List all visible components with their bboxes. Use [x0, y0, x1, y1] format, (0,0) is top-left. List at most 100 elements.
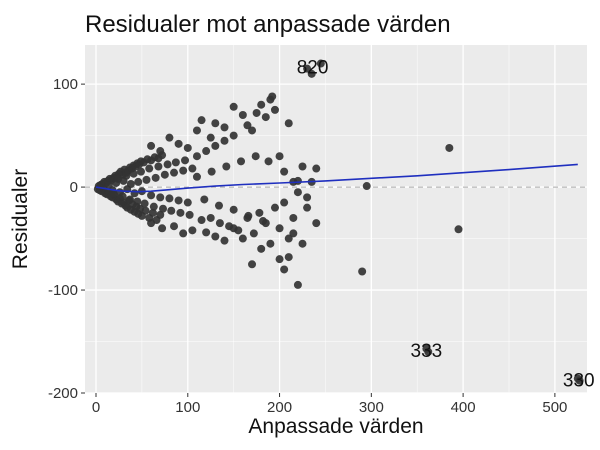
- point-annotation-label: 820: [297, 58, 329, 79]
- data-point: [129, 169, 138, 178]
- data-point: [248, 260, 257, 269]
- data-point: [220, 136, 229, 145]
- data-point: [145, 164, 154, 173]
- data-point: [222, 162, 231, 171]
- data-point: [229, 102, 238, 111]
- data-point: [176, 208, 185, 217]
- data-point: [202, 147, 211, 156]
- data-point: [284, 119, 293, 128]
- y-tick-label: 100: [53, 76, 78, 93]
- data-point: [192, 126, 201, 135]
- data-point: [104, 181, 113, 190]
- data-point: [170, 222, 179, 231]
- data-point: [289, 229, 298, 238]
- data-point: [293, 176, 302, 185]
- data-point: [358, 267, 367, 276]
- plot-panel: [85, 45, 587, 393]
- data-point: [211, 119, 220, 128]
- y-tick-label: -200: [48, 385, 78, 402]
- data-point: [197, 116, 206, 125]
- data-point: [158, 224, 167, 233]
- data-point: [167, 206, 176, 215]
- data-point: [266, 239, 275, 248]
- data-point: [238, 111, 247, 120]
- data-point: [134, 177, 143, 186]
- data-point: [312, 164, 321, 173]
- data-point: [156, 193, 165, 202]
- data-point: [303, 193, 312, 202]
- data-point: [255, 208, 264, 217]
- data-point: [170, 168, 179, 177]
- data-point: [275, 224, 284, 233]
- y-axis-ticks: -200 -100 0 100: [48, 76, 85, 402]
- data-point: [149, 202, 158, 211]
- data-point: [202, 228, 211, 237]
- data-point: [445, 143, 454, 152]
- data-point: [237, 157, 246, 166]
- data-point: [248, 126, 257, 135]
- data-point: [243, 121, 252, 130]
- data-point: [238, 234, 247, 243]
- data-point: [261, 219, 270, 228]
- data-point: [140, 199, 149, 208]
- data-point: [142, 175, 151, 184]
- data-point: [147, 191, 156, 200]
- data-point: [280, 198, 289, 207]
- data-point: [303, 64, 312, 73]
- data-point: [215, 219, 224, 228]
- data-point: [243, 213, 252, 222]
- data-point: [179, 229, 188, 238]
- data-point: [280, 265, 289, 274]
- major-gridlines: [85, 45, 587, 394]
- data-point: [293, 280, 302, 289]
- data-point: [257, 100, 266, 109]
- data-point: [156, 210, 165, 219]
- data-point: [156, 147, 165, 156]
- data-point: [147, 219, 156, 228]
- data-point: [261, 113, 270, 122]
- point-annotation-label: 330: [563, 371, 595, 392]
- data-point: [192, 172, 201, 181]
- data-point: [316, 59, 325, 68]
- data-point: [171, 158, 180, 167]
- data-point: [151, 173, 160, 182]
- data-point: [298, 239, 307, 248]
- data-point: [575, 376, 584, 385]
- data-point: [275, 255, 284, 264]
- data-point: [122, 171, 131, 180]
- data-point: [183, 143, 192, 152]
- data-point: [133, 197, 142, 206]
- x-tick-label: 400: [451, 399, 476, 416]
- point-annotations: 820 333 330: [297, 58, 595, 392]
- data-point: [268, 92, 277, 101]
- data-point: [298, 162, 307, 171]
- data-point: [293, 188, 302, 197]
- data-point: [174, 196, 183, 205]
- data-point: [141, 206, 150, 215]
- data-point: [307, 69, 316, 78]
- data-point: [206, 213, 215, 222]
- data-point: [114, 174, 123, 183]
- data-point: [179, 166, 188, 175]
- x-tick-label: 500: [542, 399, 567, 416]
- chart-title: Residualer mot anpassade värden: [85, 11, 451, 38]
- x-tick-label: 0: [92, 399, 100, 416]
- data-point: [270, 105, 279, 114]
- data-point: [280, 167, 289, 176]
- data-point: [197, 216, 206, 225]
- data-point: [220, 123, 229, 132]
- data-point: [214, 201, 223, 210]
- data-point: [159, 204, 168, 213]
- data-point: [270, 203, 279, 212]
- x-tick-label: 300: [359, 399, 384, 416]
- data-point: [424, 347, 433, 356]
- data-point: [284, 253, 293, 262]
- data-point: [257, 244, 266, 253]
- data-point: [264, 157, 273, 166]
- smooth-trend-line: [95, 163, 578, 193]
- data-point: [249, 229, 258, 238]
- data-point: [165, 133, 174, 142]
- data-point: [454, 225, 463, 234]
- x-tick-label: 100: [175, 399, 200, 416]
